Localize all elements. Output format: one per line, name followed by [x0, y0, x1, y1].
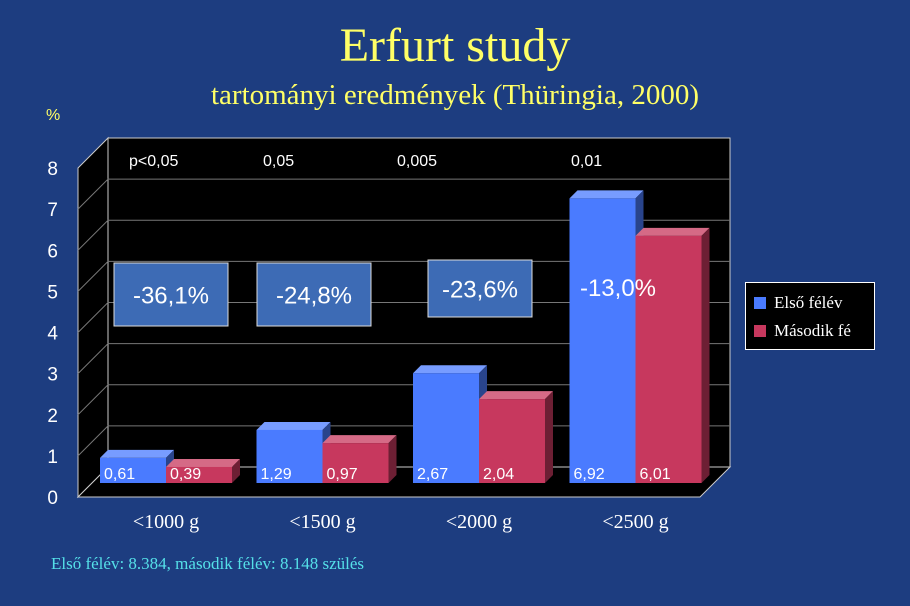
change-box	[427, 259, 533, 318]
x-axis-ticks: <1000 g <1500 g <2000 g <2500 g	[133, 511, 669, 533]
legend: Első félév Második fé	[745, 282, 875, 350]
chart-title: Erfurt study	[339, 19, 571, 72]
y-tick-label: 5	[47, 282, 58, 303]
bar	[479, 399, 545, 483]
y-tick-label: 2	[47, 406, 58, 427]
bar-side	[545, 391, 553, 483]
bar-side	[388, 435, 397, 483]
bar-value-label: 2,04	[483, 466, 514, 483]
change-label: -36,1%	[133, 283, 209, 310]
legend-label-first-half: Első félév	[774, 293, 843, 312]
bar	[166, 466, 232, 483]
legend-swatch-first-half	[754, 297, 766, 309]
bar-value-label: 1,29	[261, 466, 292, 483]
bar-value-label: 6,92	[574, 466, 605, 483]
x-tick-label: <1500 g	[289, 511, 355, 533]
p-value-label: 0,05	[263, 153, 294, 170]
x-tick-label: <2000 g	[446, 511, 512, 533]
change-box	[113, 262, 229, 327]
legend-swatch-second-half	[754, 325, 766, 337]
x-tick-label: <1000 g	[133, 511, 199, 533]
bar	[256, 429, 323, 483]
bar-top	[413, 365, 487, 374]
bar-top	[322, 435, 397, 444]
p-value-label: 0,01	[571, 153, 602, 170]
y-tick-label: 0	[47, 488, 58, 509]
legend-item-first-half: Első félév	[754, 291, 842, 315]
bar-top	[635, 227, 710, 236]
change-label: -13,0%	[580, 275, 656, 302]
x-tick-label: <2500 g	[602, 511, 668, 533]
bar-value-label: 0,61	[104, 466, 135, 483]
bar-value-label: 6,01	[640, 466, 671, 483]
y-tick-label: 1	[47, 447, 58, 468]
chart-subtitle: tartományi eredmények (Thüringia, 2000)	[210, 79, 699, 111]
bar	[569, 198, 636, 484]
bar-value-label: 0,97	[327, 466, 358, 483]
change-label: -24,8%	[276, 283, 352, 310]
y-axis-ticks: 0 1 2 3 4 5 6 7 8	[47, 159, 58, 509]
bar-side	[232, 458, 240, 483]
change-label: -23,6%	[442, 277, 518, 304]
p-value-label: p<0,05	[129, 153, 178, 170]
bars	[100, 190, 710, 484]
bar-top	[479, 391, 553, 400]
y-tick-label: 4	[47, 324, 58, 345]
bar-top	[569, 190, 644, 199]
bar-top	[100, 449, 174, 458]
change-box	[256, 262, 372, 327]
footnote: Első félév: 8.384, második félév: 8.148 …	[51, 554, 365, 573]
bar-value-label: 0,39	[170, 466, 201, 483]
y-tick-label: 6	[47, 241, 58, 262]
y-tick-label: 7	[47, 200, 58, 221]
annotations: 0,61 0,39 p<0,05 1,29 0,97 0,05 2,67 2,04 0,005 6…	[104, 153, 671, 483]
bar-top	[166, 458, 240, 467]
gridline	[77, 219, 730, 251]
bar-side	[701, 227, 710, 483]
y-tick-label: 3	[47, 365, 58, 386]
bar	[322, 443, 389, 483]
bar	[635, 235, 702, 483]
bar	[413, 373, 479, 483]
p-value-label: 0,005	[397, 153, 437, 170]
bar-top	[256, 421, 331, 430]
gridline	[77, 178, 730, 210]
legend-label-second-half: Második fé	[774, 321, 851, 340]
y-tick-label: 8	[47, 159, 58, 180]
gridline	[77, 343, 730, 374]
y-axis-unit-label: %	[46, 107, 61, 124]
legend-item-second-half: Második fé	[754, 319, 851, 343]
bar-value-label: 2,67	[417, 466, 448, 483]
plot-floor	[76, 466, 732, 498]
gridline	[77, 384, 730, 416]
bar	[100, 457, 166, 483]
